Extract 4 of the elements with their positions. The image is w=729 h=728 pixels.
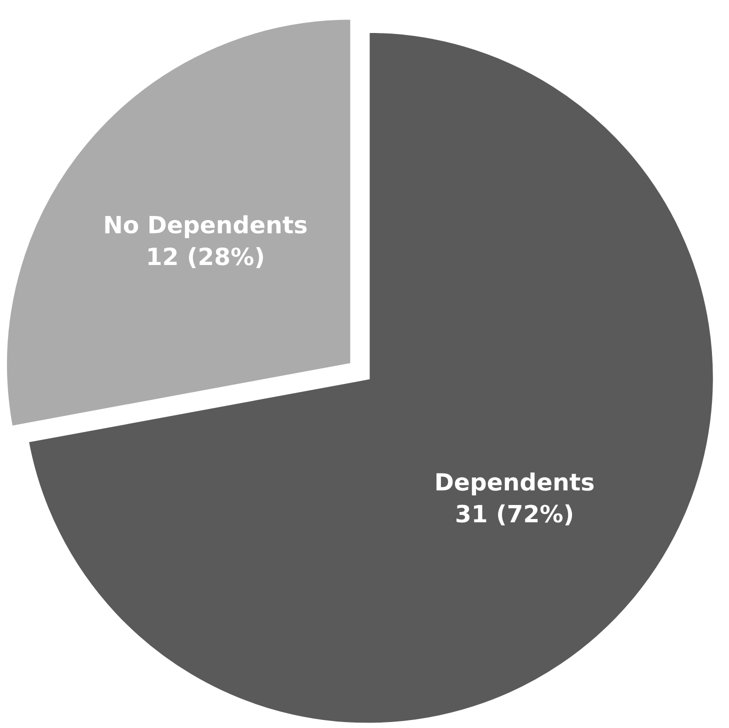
data-label: 12 (28%) (148, 247, 263, 268)
slice-label: Dependents (436, 472, 594, 496)
slice-label: No Dependents (105, 215, 307, 238)
data-label: 31 (72%) (456, 504, 572, 526)
